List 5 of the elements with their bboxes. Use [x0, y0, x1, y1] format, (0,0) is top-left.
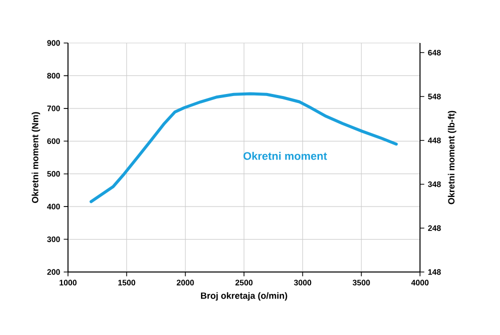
- text: Okretni moment: [244, 152, 327, 160]
- x-axis-title: Broj okretaja (o/min): [201, 292, 288, 301]
- y-axis-title: Okretni moment (Nm): [32, 112, 40, 203]
- y2-axis-title: Okretni moment (lb-ft): [448, 110, 456, 204]
- line-series: [90, 92, 398, 204]
